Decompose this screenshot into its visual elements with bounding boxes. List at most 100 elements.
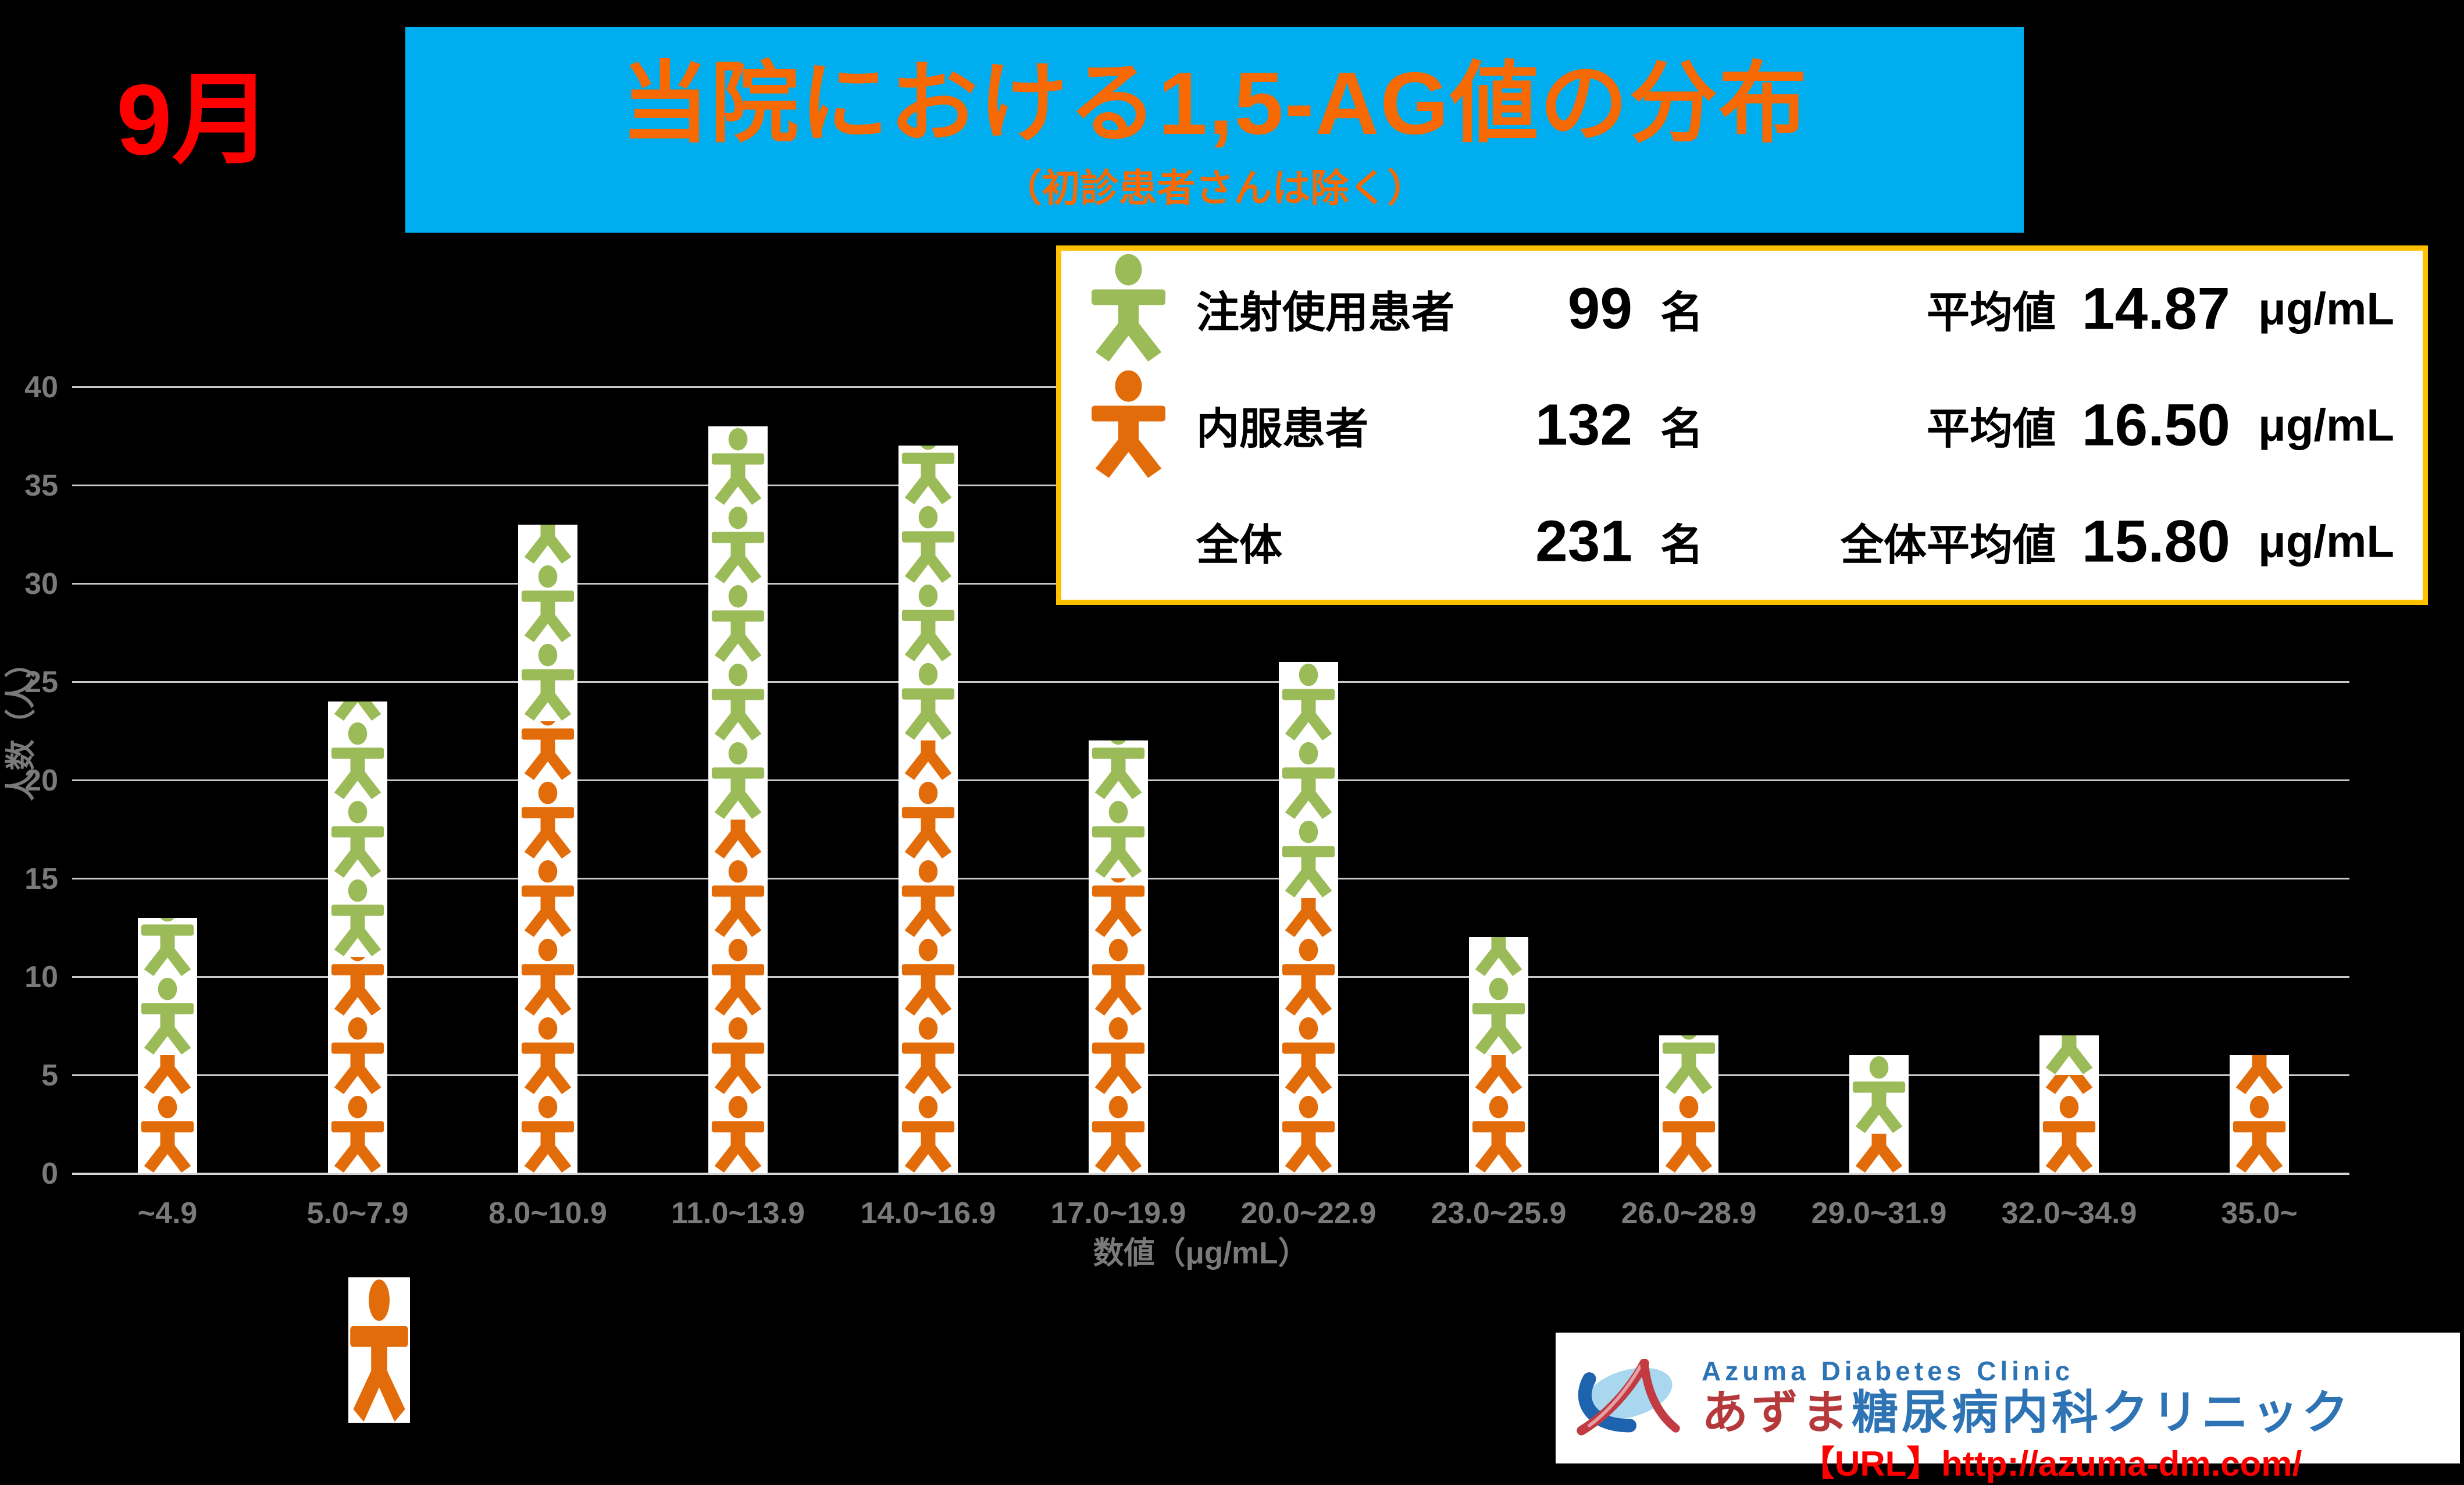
gridline-10 <box>72 975 2349 978</box>
person-icon <box>141 917 194 977</box>
person-icon <box>1282 1017 1335 1095</box>
legend-row-0: 注射使用患者 99 名 平均値 14.87 μg/mL <box>1061 251 2423 367</box>
person-icon-wrap <box>710 819 766 859</box>
person-icon-wrap <box>710 426 766 427</box>
person-icon-wrap <box>330 721 386 800</box>
person-icon <box>1852 1056 1906 1134</box>
legend-avg-unit: μg/mL <box>2258 283 2395 334</box>
legend-avg-label: 平均値 <box>1927 404 2056 453</box>
person-icon-wrap <box>900 740 956 781</box>
clinic-logo: Azuma Diabetes Clinic あずま糖尿病内科クリニック <box>1556 1333 2460 1463</box>
y-tick-label-20: 20 <box>24 764 58 797</box>
person-icon <box>521 1017 575 1095</box>
person-icon-wrap <box>140 917 195 977</box>
bar-segment-injection <box>1469 937 1528 1056</box>
person-icon-wrap <box>2041 1074 2097 1095</box>
bar-segment-oral <box>328 957 387 1173</box>
person-icon <box>1475 937 1522 977</box>
person-icon <box>901 938 955 1016</box>
person-icon-wrap <box>1281 1095 1336 1173</box>
person-icon <box>1282 742 1335 819</box>
y-axis-title: 人数（人） <box>3 647 38 802</box>
person-icon-wrap <box>330 957 386 1016</box>
person-icon-wrap <box>1661 1095 1717 1173</box>
person-icon-wrap <box>900 1095 956 1173</box>
person-icon-wrap <box>710 663 766 741</box>
x-category-label: 14.0~16.9 <box>860 1196 996 1230</box>
person-icon-wrap <box>1090 938 1146 1016</box>
person-icon-wrap <box>710 1095 766 1173</box>
person-icon <box>901 1095 955 1173</box>
y-tick-label-40: 40 <box>24 371 58 404</box>
bar-column-17.0~19.9 <box>1089 740 1148 1173</box>
person-icon-wrap <box>520 938 576 1016</box>
bar-segment-injection <box>1089 740 1148 878</box>
person-icon-wrap <box>1281 663 1336 741</box>
person-icon <box>334 701 381 721</box>
person-icon-wrap <box>520 643 576 721</box>
y-tick-label-25: 25 <box>24 665 58 699</box>
person-icon <box>2235 1055 2283 1095</box>
bar-segment-oral <box>138 1055 197 1173</box>
person-icon-wrap <box>1471 1095 1527 1173</box>
person-icon-wrap <box>140 1095 195 1173</box>
person-icon-wrap <box>1090 800 1146 878</box>
legend-count: 231 <box>1535 508 1632 574</box>
bar-column-~4.9 <box>138 917 197 1173</box>
gridline-25 <box>72 681 2349 683</box>
person-icon-wrap <box>520 524 576 564</box>
below-axis-person-marker <box>348 1277 410 1423</box>
person-icon <box>901 1017 955 1095</box>
bar-segment-injection <box>1849 1055 1909 1134</box>
page-subtitle: （初診患者さんは除く） <box>1003 166 1426 209</box>
person-icon <box>901 781 955 859</box>
legend-avg-value: 16.50 <box>2081 391 2230 458</box>
person-icon <box>711 663 765 740</box>
person-icon <box>711 506 765 583</box>
person-icon <box>1092 254 1165 362</box>
person-icon-wrap <box>900 505 956 583</box>
legend-box: 注射使用患者 99 名 平均値 14.87 μg/mL 内服患者 132 名 平… <box>1056 245 2428 605</box>
bar-column-5.0~7.9 <box>328 701 387 1173</box>
person-icon <box>1092 800 1145 878</box>
person-icon <box>1855 1134 1903 1173</box>
person-icon <box>1092 1017 1145 1095</box>
bar-segment-injection <box>708 426 768 820</box>
person-orange-icon <box>1089 369 1168 482</box>
gridline-15 <box>72 877 2349 879</box>
person-icon-wrap <box>1281 741 1336 820</box>
person-icon <box>1282 663 1335 740</box>
person-icon-wrap <box>1471 1055 1527 1095</box>
clinic-name-ja-red: あずま <box>1702 1386 1852 1438</box>
legend-avg-label: 全体平均値 <box>1841 521 2056 569</box>
person-icon <box>711 1017 765 1095</box>
person-icon-wrap <box>330 701 386 721</box>
person-icon-wrap <box>900 662 956 740</box>
person-icon-wrap <box>710 1016 766 1095</box>
person-icon <box>1092 740 1145 800</box>
person-icon <box>2045 1035 2093 1075</box>
x-axis-title: 数値（μg/mL） <box>1093 1236 1309 1270</box>
bar-column-29.0~31.9 <box>1849 1055 1909 1173</box>
clinic-name-ja-blue: 糖尿病内科クリニック <box>1852 1386 2352 1438</box>
person-icon-wrap <box>520 1095 576 1173</box>
person-icon-wrap <box>330 878 386 957</box>
person-icon-wrap <box>2231 1095 2287 1173</box>
bar-column-11.0~13.9 <box>708 426 768 1173</box>
month-label: 9月 <box>116 64 272 176</box>
person-icon <box>1092 878 1145 938</box>
person-icon <box>1092 938 1145 1016</box>
bar-column-32.0~34.9 <box>2039 1035 2099 1173</box>
person-icon-wrap <box>710 427 766 505</box>
legend-count-unit: 名 <box>1660 521 1703 569</box>
bar-segment-oral <box>1279 898 1338 1173</box>
person-icon-wrap <box>1281 938 1336 1016</box>
person-icon <box>521 565 575 642</box>
person-icon <box>524 524 572 564</box>
legend-count: 132 <box>1535 392 1632 458</box>
legend-avg-unit: μg/mL <box>2258 515 2395 567</box>
bar-column-23.0~25.9 <box>1469 937 1528 1173</box>
person-icon-wrap <box>2041 1095 2097 1173</box>
person-icon-wrap <box>1851 1055 1907 1134</box>
bar-column-26.0~28.9 <box>1659 1035 1718 1173</box>
